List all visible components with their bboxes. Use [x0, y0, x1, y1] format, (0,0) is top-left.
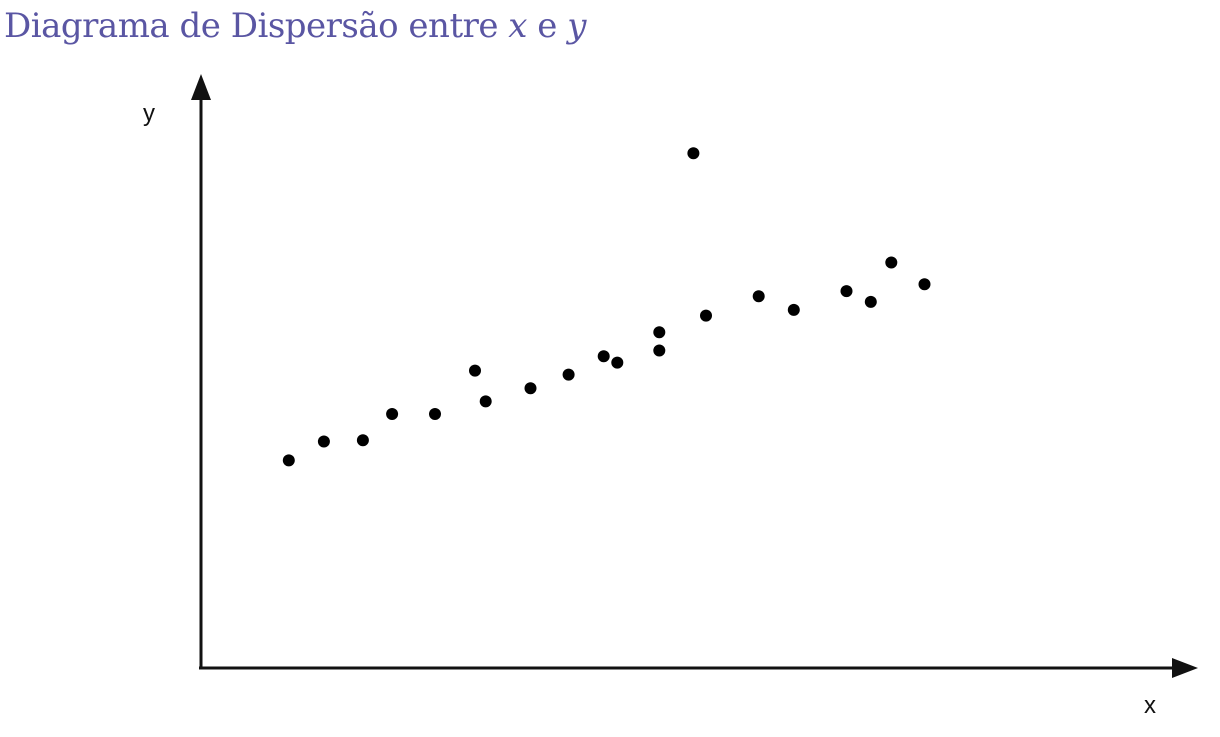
x-axis-label: x — [1144, 692, 1156, 719]
data-point-14 — [687, 147, 700, 160]
data-point-15 — [700, 309, 712, 322]
y-axis-arrow — [191, 74, 211, 100]
data-point-4 — [386, 408, 399, 420]
data-point-2 — [317, 435, 330, 448]
title-var-y: y — [567, 6, 586, 46]
data-point-18 — [840, 285, 853, 298]
data-point-12 — [653, 326, 666, 339]
data-point-5 — [429, 408, 441, 420]
page-title: Diagrama de Dispersão entre x e y — [4, 6, 586, 47]
x-axis — [199, 658, 1198, 678]
data-point-17 — [787, 303, 800, 316]
data-point-10 — [597, 350, 610, 363]
title-text: Diagrama de Dispersão entre — [4, 6, 509, 46]
data-point-21 — [918, 278, 931, 291]
data-point-11 — [611, 356, 624, 369]
title-var-x: x — [508, 6, 527, 46]
data-point-6 — [469, 364, 481, 377]
data-point-8 — [524, 382, 537, 395]
data-point-3 — [356, 434, 369, 447]
y-axis-label: y — [143, 100, 155, 127]
title-conjunction: e — [526, 6, 568, 46]
x-axis-arrow — [1172, 658, 1198, 678]
data-point-9 — [562, 368, 575, 381]
data-point-16 — [752, 290, 765, 303]
data-point-20 — [885, 256, 898, 269]
y-axis — [191, 74, 211, 668]
data-points — [282, 147, 931, 467]
data-point-1 — [282, 454, 295, 467]
data-point-7 — [479, 395, 492, 408]
data-point-13 — [653, 344, 666, 357]
data-point-19 — [864, 295, 877, 308]
